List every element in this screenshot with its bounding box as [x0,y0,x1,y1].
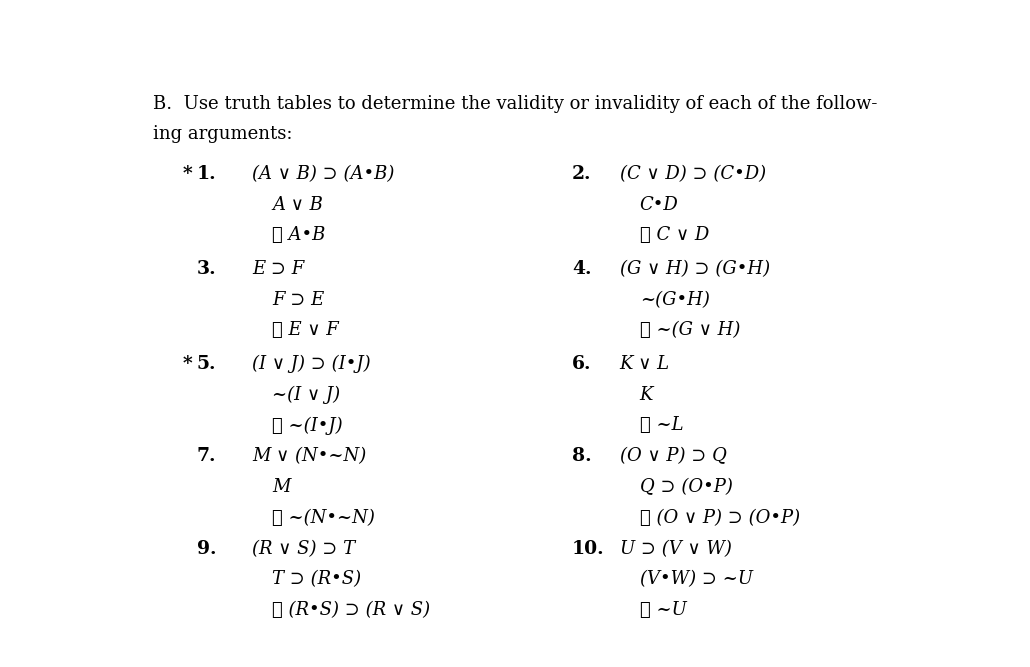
Text: M: M [272,478,290,496]
Text: 6.: 6. [572,355,591,373]
Text: B.  Use truth tables to determine the validity or invalidity of each of the foll: B. Use truth tables to determine the val… [152,95,878,113]
Text: 5.: 5. [197,355,216,373]
Text: (G ∨ H) ⊃ (G•H): (G ∨ H) ⊃ (G•H) [620,259,769,277]
Text: 2.: 2. [572,165,591,183]
Text: ~(G•H): ~(G•H) [640,291,710,309]
Text: ∴ ~L: ∴ ~L [640,416,683,434]
Text: ∴ ~(G ∨ H): ∴ ~(G ∨ H) [640,321,740,340]
Text: ∴ ~(I•J): ∴ ~(I•J) [272,416,343,435]
Text: C•D: C•D [640,195,679,213]
Text: ∴ ~U: ∴ ~U [640,602,686,620]
Text: K ∨ L: K ∨ L [620,355,670,373]
Text: 8.: 8. [572,448,591,466]
Text: *: * [182,355,192,373]
Text: K: K [640,386,653,404]
Text: (O ∨ P) ⊃ Q: (O ∨ P) ⊃ Q [620,448,726,466]
Text: T ⊃ (R•S): T ⊃ (R•S) [272,570,362,588]
Text: F ⊃ E: F ⊃ E [272,291,324,309]
Text: ∴ E ∨ F: ∴ E ∨ F [272,321,339,340]
Text: ∴ (O ∨ P) ⊃ (O•P): ∴ (O ∨ P) ⊃ (O•P) [640,509,799,527]
Text: ∴ ~(N•~N): ∴ ~(N•~N) [272,509,375,527]
Text: 9.: 9. [197,540,216,558]
Text: (A ∨ B) ⊃ (A•B): (A ∨ B) ⊃ (A•B) [252,165,394,183]
Text: 10.: 10. [572,540,605,558]
Text: (R ∨ S) ⊃ T: (R ∨ S) ⊃ T [252,540,355,558]
Text: ∴ A•B: ∴ A•B [272,226,325,244]
Text: ing arguments:: ing arguments: [152,125,293,143]
Text: U ⊃ (V ∨ W): U ⊃ (V ∨ W) [620,540,731,558]
Text: (I ∨ J) ⊃ (I•J): (I ∨ J) ⊃ (I•J) [252,355,371,373]
Text: 1.: 1. [197,165,216,183]
Text: ∴ (R•S) ⊃ (R ∨ S): ∴ (R•S) ⊃ (R ∨ S) [272,602,431,620]
Text: 7.: 7. [197,448,216,466]
Text: E ⊃ F: E ⊃ F [252,259,305,277]
Text: ~(I ∨ J): ~(I ∨ J) [272,386,341,404]
Text: A ∨ B: A ∨ B [272,195,323,213]
Text: 4.: 4. [572,259,591,277]
Text: M ∨ (N•~N): M ∨ (N•~N) [252,448,367,466]
Text: 3.: 3. [197,259,216,277]
Text: ∴ C ∨ D: ∴ C ∨ D [640,226,709,244]
Text: *: * [182,165,192,183]
Text: (V•W) ⊃ ~U: (V•W) ⊃ ~U [640,570,753,588]
Text: Q ⊃ (O•P): Q ⊃ (O•P) [640,478,732,496]
Text: (C ∨ D) ⊃ (C•D): (C ∨ D) ⊃ (C•D) [620,165,765,183]
